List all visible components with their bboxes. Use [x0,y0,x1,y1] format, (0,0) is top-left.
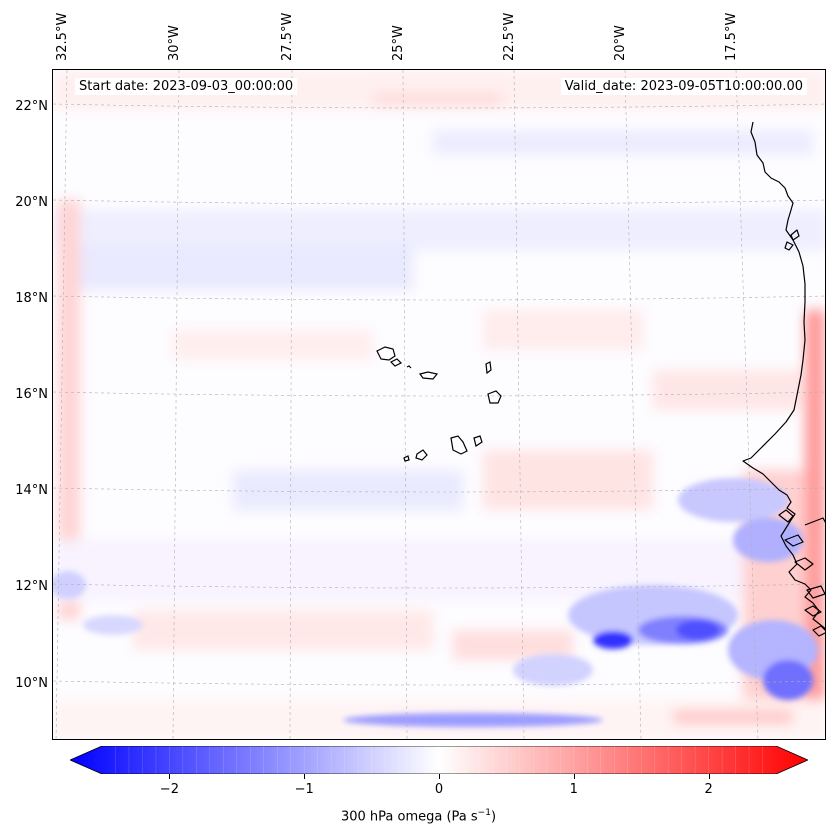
meridian-line [172,70,180,739]
island-sao-nicolau [418,371,439,380]
colorbar-label-suffix: ) [490,809,497,825]
colorbar-tick-mark [439,774,440,779]
start-date-label: Start date: 2023-09-03_00:00:00 [75,78,298,95]
colorbar-tick-mark [304,774,306,779]
meridian-line [402,70,408,739]
colorbar-label-text: 300 hPa omega (Pa s [340,809,478,825]
meridian-line [55,70,68,739]
latitude-label: 12°N [15,579,48,594]
island-fogo [415,449,428,461]
latitude-label: 20°N [15,195,48,210]
longitude-label: 25°W [391,25,406,61]
parallel-line [53,199,825,205]
colorbar [70,746,808,774]
meridian-line [624,70,642,739]
parallel-line [53,295,825,301]
island-santiago [450,435,468,455]
parallel-line [53,487,825,493]
island-sao-vicente [389,358,403,367]
omega-field-map [53,70,825,739]
colorbar-tick-mark [573,774,575,779]
meridian-line [735,70,759,739]
latitude-label: 16°N [15,387,48,402]
map-plot-area[interactable]: Start date: 2023-09-03_00:00:00 Valid_da… [52,69,826,740]
island-maio [473,435,483,447]
parallel-line [53,583,825,589]
latitude-label: 22°N [15,99,48,114]
longitude-label: 17.5°W [724,12,739,61]
latitude-label: 10°N [15,676,48,691]
omega-strong-ascent [53,478,818,727]
island-santa-luzia [406,365,412,369]
colorbar-tick-label: −2 [159,782,179,797]
graticule [53,70,825,739]
colorbar-gradient [70,746,808,774]
colorbar-tick-mark [708,774,710,779]
coastline [742,121,825,637]
colorbar-tick-label: 2 [704,782,713,797]
colorbar-tick-label: −1 [294,782,314,797]
parallel-line [53,391,825,397]
longitude-label: 32.5°W [55,12,70,61]
island-santo-antao [376,346,396,361]
island-boa-vista [487,390,502,404]
parallel-line [53,103,825,109]
longitude-label: 22.5°W [502,12,517,61]
meridian-line [513,70,525,739]
cape-verde-islands [376,346,502,462]
latitude-label: 14°N [15,483,48,498]
longitude-label: 20°W [613,25,628,61]
colorbar-tick-label: 1 [569,782,578,797]
parallel-line [53,680,825,686]
colorbar-label: 300 hPa omega (Pa s−1) [0,808,837,824]
longitude-label: 27.5°W [280,12,295,61]
latitude-label: 18°N [15,291,48,306]
island-sal [485,361,492,375]
island-brava [403,455,410,462]
colorbar-tick-label: 0 [434,782,444,797]
meridian-line [289,70,293,739]
colorbar-label-exponent: −1 [477,808,491,818]
longitude-label: 30°W [167,25,182,61]
colorbar-tick-mark [169,774,171,779]
valid-date-label: Valid_date: 2023-09-05T10:00:00.00 [560,78,807,95]
